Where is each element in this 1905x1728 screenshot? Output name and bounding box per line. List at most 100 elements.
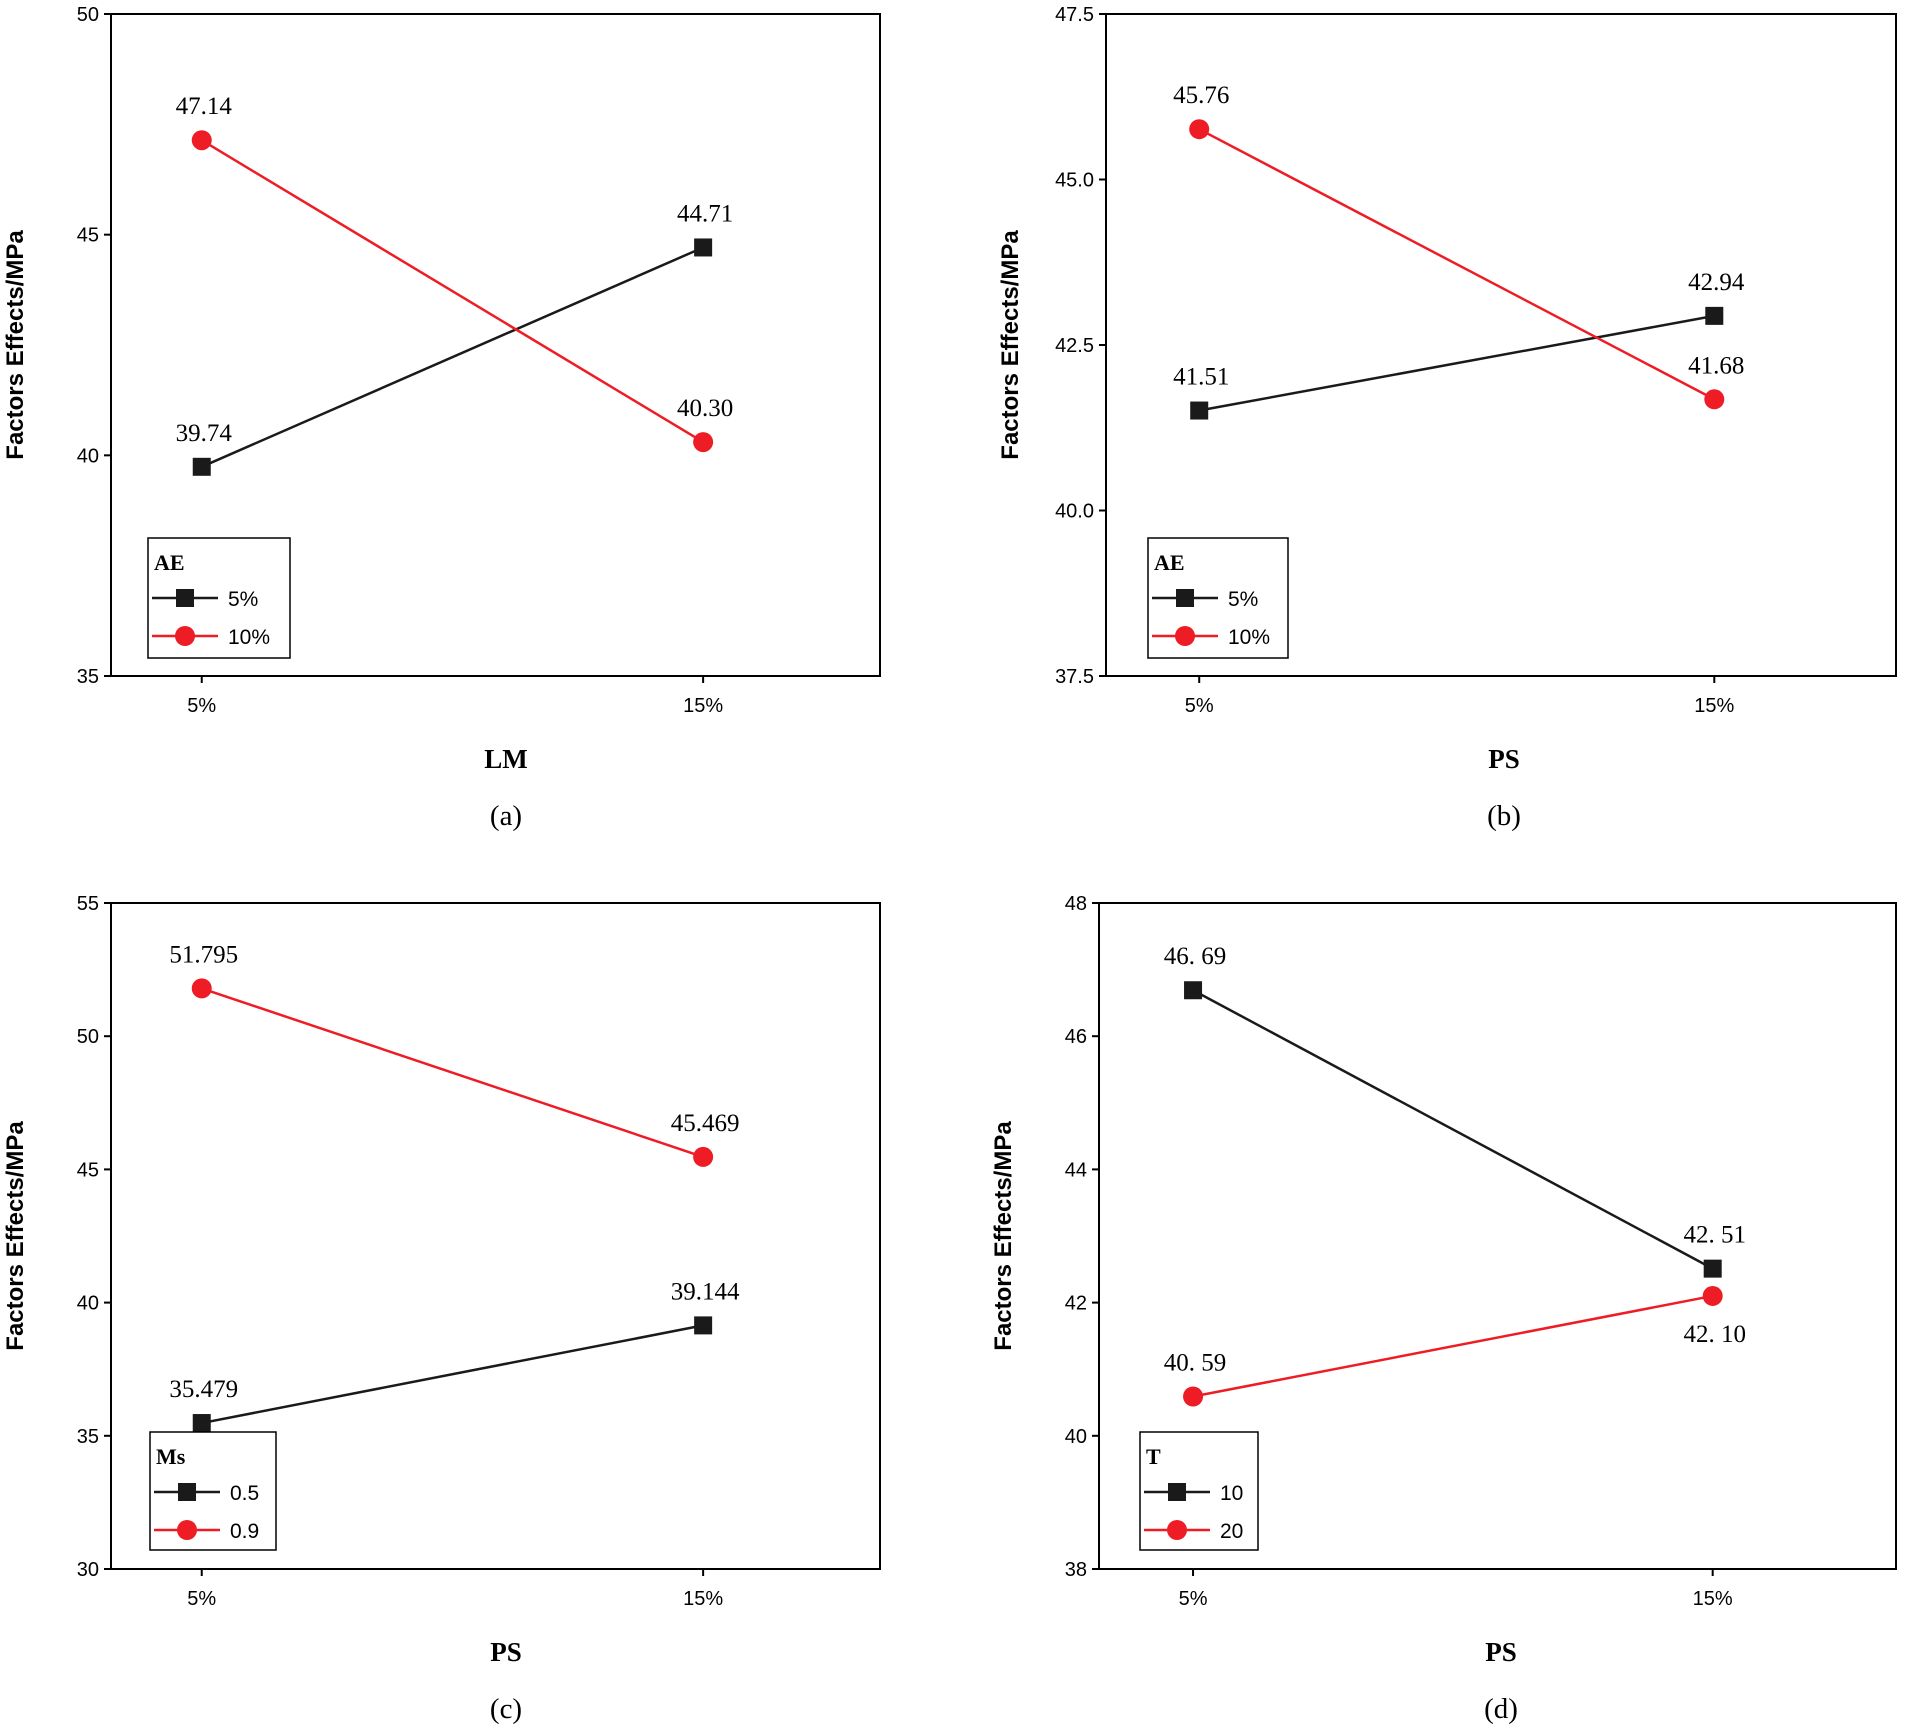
panel-caption: (b) xyxy=(1487,800,1521,832)
y-axis-label: Factors Effects/MPa xyxy=(2,1121,29,1351)
y-tick-label: 55 xyxy=(77,893,99,915)
legend-title: Ms xyxy=(156,1444,186,1469)
data-label: 42. 10 xyxy=(1683,1321,1746,1348)
legend-title: AE xyxy=(1154,550,1185,575)
y-tick-label: 42.5 xyxy=(1055,335,1094,357)
x-tick-label: 15% xyxy=(683,1588,723,1610)
x-axis-label: PS xyxy=(1488,744,1520,774)
data-point-square xyxy=(694,1316,713,1335)
y-tick-label: 45.0 xyxy=(1055,170,1094,192)
legend-marker-circle xyxy=(1175,626,1195,646)
x-axis-label: PS xyxy=(1485,1637,1517,1667)
plot-frame xyxy=(110,902,881,1570)
y-tick-label: 50 xyxy=(77,1026,99,1048)
legend-marker-square xyxy=(178,1483,196,1501)
legend-label: 5% xyxy=(1228,588,1258,611)
series-line-20 xyxy=(1192,1294,1713,1398)
legend-label: 10 xyxy=(1220,1482,1243,1505)
x-tick-label: 5% xyxy=(1185,695,1214,717)
data-label: 46. 69 xyxy=(1164,943,1227,970)
y-tick-label: 40.0 xyxy=(1055,501,1094,523)
data-label: 45.76 xyxy=(1173,82,1229,109)
x-tick-label: 15% xyxy=(1694,695,1734,717)
y-tick-label: 42 xyxy=(1065,1293,1087,1315)
data-label: 44.71 xyxy=(677,200,733,227)
x-axis-label: LM xyxy=(484,744,528,774)
y-tick-label: 37.5 xyxy=(1055,666,1094,688)
chart-panel-a: 35 40 45 50 5% 15% Factors Effects/MPa LM (a) 39.… xyxy=(2,4,881,832)
x-tick-label: 15% xyxy=(683,695,723,717)
data-point-circle xyxy=(191,130,212,151)
legend-label: 20 xyxy=(1220,1520,1243,1543)
y-tick-label: 30 xyxy=(77,1559,99,1581)
series-line-10 xyxy=(1198,128,1715,401)
legend-marker-circle xyxy=(1167,1520,1187,1540)
data-label: 42. 51 xyxy=(1683,1222,1746,1249)
y-tick-label: 48 xyxy=(1065,893,1087,915)
legend-label: 0.5 xyxy=(230,1482,259,1505)
legend-marker-square xyxy=(1176,589,1194,607)
series-line-10 xyxy=(201,139,704,444)
data-label: 39.144 xyxy=(671,1278,740,1305)
y-axis-label: Factors Effects/MPa xyxy=(990,1121,1017,1351)
y-tick-label: 44 xyxy=(1065,1159,1087,1181)
y-tick-label: 35 xyxy=(77,666,99,688)
legend: T 10 20 xyxy=(1139,1431,1259,1551)
data-point-square xyxy=(1184,981,1203,1000)
x-tick-label: 5% xyxy=(187,695,216,717)
data-label: 39.74 xyxy=(176,420,233,447)
data-label: 45.469 xyxy=(671,1110,740,1137)
legend-title: AE xyxy=(154,550,185,575)
y-tick-label: 38 xyxy=(1065,1559,1087,1581)
data-label: 40.30 xyxy=(677,395,733,422)
legend-title: T xyxy=(1146,1444,1161,1469)
y-tick-label: 40 xyxy=(77,445,99,467)
chart-panel-d: 38 40 42 44 46 48 5% 15% Factors Effects/MPa PS (d… xyxy=(990,893,1897,1725)
legend-label: 10% xyxy=(1228,626,1270,649)
legend: AE 5% 10% xyxy=(1147,537,1289,659)
data-label: 41.51 xyxy=(1173,364,1229,391)
data-label: 40. 59 xyxy=(1164,1350,1227,1377)
x-tick-label: 5% xyxy=(187,1588,216,1610)
data-point-circle xyxy=(693,1146,714,1167)
data-label: 42.94 xyxy=(1688,269,1745,296)
data-point-square xyxy=(694,238,713,257)
panel-caption: (a) xyxy=(490,800,522,832)
legend-label: 0.9 xyxy=(230,1520,259,1543)
legend-marker-circle xyxy=(175,626,195,646)
x-tick-label: 5% xyxy=(1179,1588,1208,1610)
y-tick-label: 47.5 xyxy=(1055,4,1094,26)
y-tick-label: 45 xyxy=(77,225,99,247)
series-line-5 xyxy=(201,246,704,468)
legend: Ms 0.5 0.9 xyxy=(149,1431,277,1551)
y-axis-label: Factors Effects/MPa xyxy=(997,230,1024,460)
legend-label: 10% xyxy=(228,626,270,649)
y-tick-label: 40 xyxy=(1065,1426,1087,1448)
data-point-circle xyxy=(693,432,714,453)
series-line-5 xyxy=(1198,314,1715,412)
data-point-square xyxy=(1703,1259,1722,1278)
legend-marker-circle xyxy=(177,1520,197,1540)
plot-frame xyxy=(1098,902,1897,1570)
series-line-10 xyxy=(1192,989,1714,1270)
legend-marker-square xyxy=(1168,1483,1186,1501)
chart-panel-b: 37.5 40.0 42.5 45.0 47.5 5% 15% Factors Effects… xyxy=(997,4,1897,832)
data-label: 35.479 xyxy=(169,1376,238,1403)
data-point-square xyxy=(192,1414,211,1433)
x-axis-label: PS xyxy=(490,1637,522,1667)
data-point-square xyxy=(1705,306,1724,325)
data-point-circle xyxy=(1189,119,1210,140)
data-label: 41.68 xyxy=(1688,352,1744,379)
legend: AE 5% 10% xyxy=(147,537,291,659)
y-tick-label: 35 xyxy=(77,1426,99,1448)
panel-caption: (c) xyxy=(490,1693,522,1725)
data-point-square xyxy=(1190,401,1209,420)
chart-panel-c: 30 35 40 45 50 55 5% 15% Factors Effects/MPa PS (c… xyxy=(2,893,881,1725)
y-tick-label: 45 xyxy=(77,1159,99,1181)
y-axis-label: Factors Effects/MPa xyxy=(2,230,29,460)
x-tick-label: 15% xyxy=(1693,1588,1733,1610)
data-point-circle xyxy=(1183,1386,1204,1407)
panel-caption: (d) xyxy=(1484,1693,1518,1725)
legend-marker-square xyxy=(176,589,194,607)
